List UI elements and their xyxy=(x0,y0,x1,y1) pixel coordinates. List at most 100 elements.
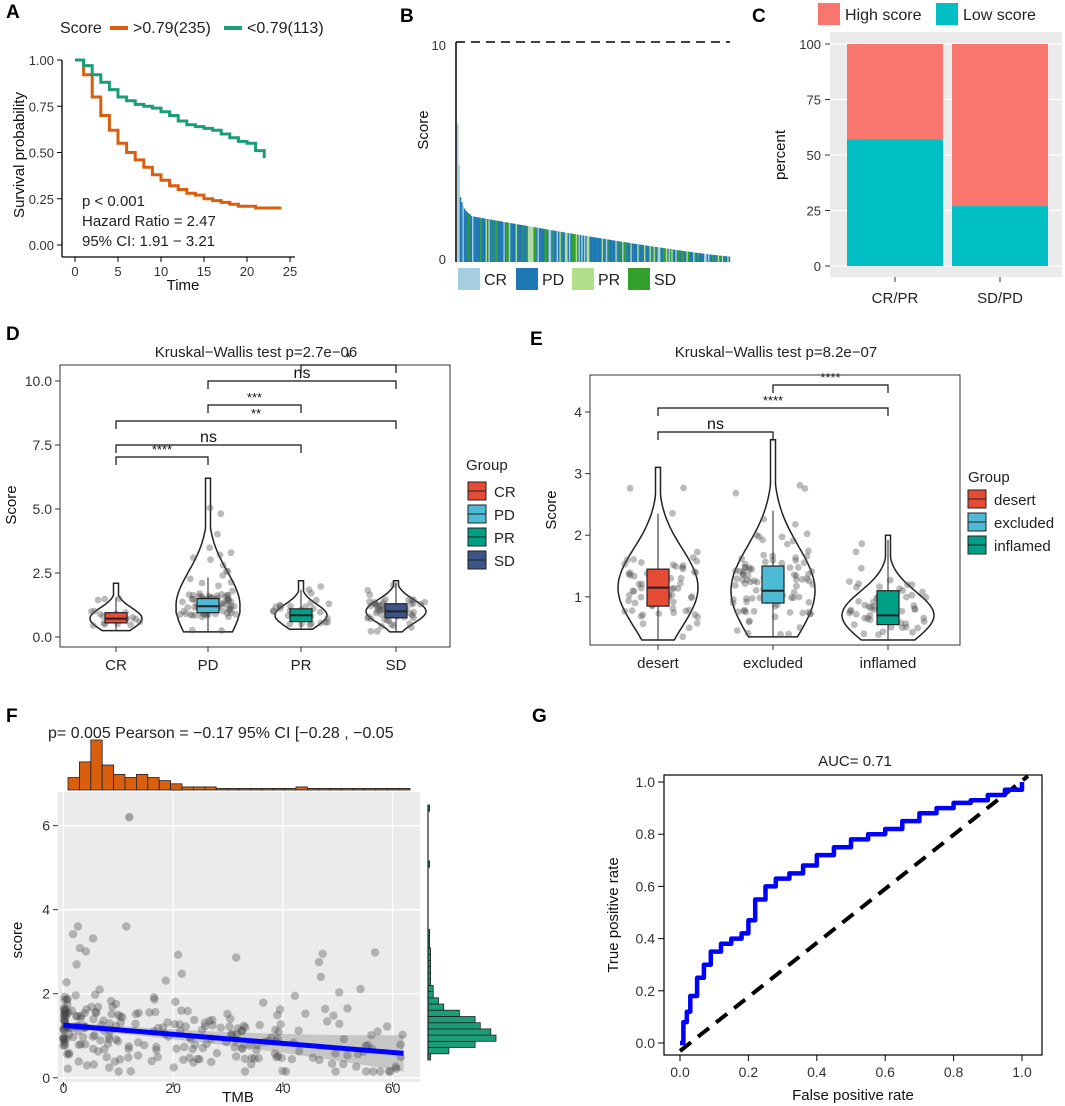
waterfall-bar xyxy=(526,226,529,262)
violin-d-legend-label: PD xyxy=(494,507,515,524)
violin-d-point xyxy=(232,610,240,618)
waterfall-bar xyxy=(661,247,664,262)
violin-e-point xyxy=(784,540,791,548)
waterfall-bar xyxy=(717,255,720,262)
violin-d-point xyxy=(382,596,389,603)
waterfall-bar xyxy=(590,236,593,262)
scatter-point xyxy=(200,1018,210,1027)
panel-label-c: C xyxy=(752,6,766,27)
scatter-point xyxy=(252,1046,261,1055)
violin-d-point xyxy=(367,615,375,623)
scatter-top-hist-bar xyxy=(135,774,149,791)
scatter-top-hist-bar xyxy=(158,780,171,791)
scatter-point xyxy=(87,1002,96,1012)
km-xtick-label: 15 xyxy=(197,264,211,279)
waterfall-bar xyxy=(709,254,712,262)
waterfall-bar xyxy=(695,252,698,262)
violin-d-point xyxy=(225,604,233,612)
waterfall-bar xyxy=(622,241,624,262)
scatter-point xyxy=(240,1054,250,1064)
waterfall-bar xyxy=(510,223,512,262)
waterfall-bar xyxy=(676,250,679,262)
violin-e-point xyxy=(741,564,749,572)
scatter-point xyxy=(273,1010,282,1020)
waterfall-bar xyxy=(712,254,714,262)
scatter-point xyxy=(163,1018,172,1027)
violin-d-legend-title: Group xyxy=(466,457,508,474)
waterfall-bar xyxy=(598,238,601,262)
violin-e-xtick-label: excluded xyxy=(743,655,803,672)
scatter-point xyxy=(73,1012,82,1021)
violin-d-xtick-label: CR xyxy=(105,657,127,674)
scatter-point xyxy=(274,1027,283,1036)
scatter-point xyxy=(233,1024,243,1033)
scatter-point xyxy=(170,1019,179,1029)
waterfall-bar xyxy=(683,251,686,262)
scatter-point xyxy=(331,1067,340,1076)
scatter-point xyxy=(64,1050,74,1059)
scatter-right-hist-bar xyxy=(427,991,434,999)
scatter-point xyxy=(118,1013,127,1022)
violin-e-sig-label: ns xyxy=(707,416,724,433)
violin-e-point xyxy=(680,484,687,492)
scatter-point xyxy=(80,1009,89,1018)
waterfall-bar xyxy=(532,226,534,262)
waterfall-bar xyxy=(540,228,542,262)
roc-xtick-label: 0.8 xyxy=(944,1064,964,1080)
scatter-point xyxy=(329,1011,338,1020)
violin-d-point xyxy=(129,613,137,621)
waterfall-bar xyxy=(543,228,545,262)
violin-e-point xyxy=(793,582,800,590)
violin-e-point xyxy=(899,624,906,631)
violin-d-point xyxy=(188,595,196,603)
scatter-point xyxy=(398,1030,407,1040)
legend-swatch-sd xyxy=(628,268,650,290)
violin-e-point xyxy=(739,568,747,576)
violin-d-point xyxy=(374,603,382,611)
scatter-point xyxy=(316,972,326,982)
violin-d-point xyxy=(371,600,379,608)
scatter-point xyxy=(172,1044,181,1053)
violin-d-point xyxy=(384,617,391,624)
scatter-point xyxy=(61,1007,70,1017)
waterfall-bar xyxy=(659,247,661,262)
violin-e-point xyxy=(631,599,639,607)
waterfall-bar xyxy=(702,253,705,262)
km-legend-title: Score xyxy=(60,20,102,37)
violin-e-point xyxy=(865,603,873,610)
waterfall-bar xyxy=(679,250,682,262)
violin-e-point xyxy=(670,609,678,617)
violin-e-point xyxy=(861,601,869,609)
waterfall-bar xyxy=(525,225,527,262)
violin-e-point xyxy=(855,598,862,605)
scatter-point xyxy=(227,1030,237,1039)
violin-d-point xyxy=(224,595,232,603)
scatter-point xyxy=(89,1044,98,1054)
waterfall-bar xyxy=(605,239,608,262)
roc-ytick-label: 0.2 xyxy=(636,983,656,999)
violin-d-ylabel: Score xyxy=(3,485,20,524)
violin-e-point xyxy=(808,568,816,575)
waterfall-bar xyxy=(517,224,519,262)
violin-d-point xyxy=(224,591,231,599)
scatter-point xyxy=(212,1049,222,1058)
waterfall-bar xyxy=(482,218,485,262)
waterfall-bar xyxy=(462,205,465,262)
scatter-point xyxy=(370,948,380,957)
violin-e-point xyxy=(852,610,860,618)
km-legend-high: >0.79(235) xyxy=(133,20,211,37)
waterfall-bar xyxy=(480,217,482,262)
violin-d-point xyxy=(101,595,109,603)
waterfall-bar xyxy=(648,245,650,262)
scatter-point xyxy=(133,1051,143,1060)
scatter-point xyxy=(60,1041,70,1050)
panel-b: B Score 10 0 CR PD PR SD xyxy=(400,6,731,290)
violin-d-point xyxy=(366,591,374,599)
violin-d-point xyxy=(176,611,184,618)
violin-d-violin-cr xyxy=(89,582,143,632)
panel-e: E Kruskal−Wallis test p=8.2e−07 1 2 3 4 dese… xyxy=(530,329,1054,672)
violin-e-point xyxy=(910,602,918,609)
scatter-point xyxy=(151,1007,160,1017)
violin-e-legend-title: Group xyxy=(968,469,1010,486)
violin-d-point xyxy=(407,610,414,617)
